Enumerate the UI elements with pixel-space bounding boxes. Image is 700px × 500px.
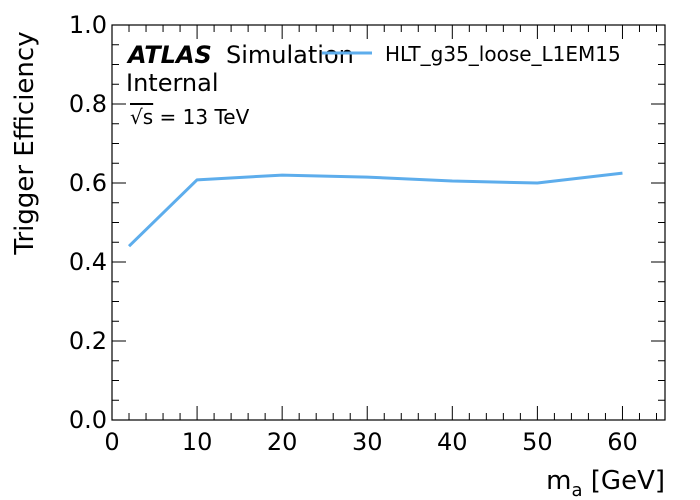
x-tick-label: 60 xyxy=(607,428,638,456)
atlas-label: ATLAS xyxy=(126,41,212,69)
y-tick-label: 0.8 xyxy=(69,90,107,118)
x-tick-label: 30 xyxy=(352,428,383,456)
y-tick-label: 0.2 xyxy=(69,327,107,355)
series-line xyxy=(127,171,623,248)
tick-labels: 0 10 20 30 40 50 60 0.0 0.2 0.4 0.6 0.8 1.0 xyxy=(69,11,638,456)
internal-label: Internal xyxy=(126,69,219,97)
y-tick-label: 0.0 xyxy=(69,406,107,434)
y-tick-label: 0.6 xyxy=(69,169,107,197)
series-layer xyxy=(127,171,623,248)
x-tick-label: 50 xyxy=(522,428,553,456)
legend: HLT_g35_loose_L1EM15 xyxy=(322,42,621,66)
y-tick-label: 1.0 xyxy=(69,11,107,39)
x-tick-label: 40 xyxy=(437,428,468,456)
y-axis-title: Trigger Efficiency xyxy=(10,31,40,255)
x-tick-label: 0 xyxy=(104,428,119,456)
x-axis-title-main: m xyxy=(546,466,571,496)
tick-marks xyxy=(111,24,665,421)
x-tick-label: 20 xyxy=(267,428,298,456)
sqrt-s: √s xyxy=(130,105,153,129)
x-axis-title: ma [GeV] xyxy=(546,466,665,500)
x-axis-title-sub: a xyxy=(571,480,582,500)
energy-label: √s = 13 TeV xyxy=(130,105,250,129)
simulation-label: Simulation xyxy=(226,41,354,69)
energy-value: = 13 TeV xyxy=(153,105,249,129)
y-tick-label: 0.4 xyxy=(69,248,107,276)
x-tick-label: 10 xyxy=(182,428,213,456)
legend-entry-label: HLT_g35_loose_L1EM15 xyxy=(385,42,621,66)
x-axis-title-unit: [GeV] xyxy=(583,466,665,496)
